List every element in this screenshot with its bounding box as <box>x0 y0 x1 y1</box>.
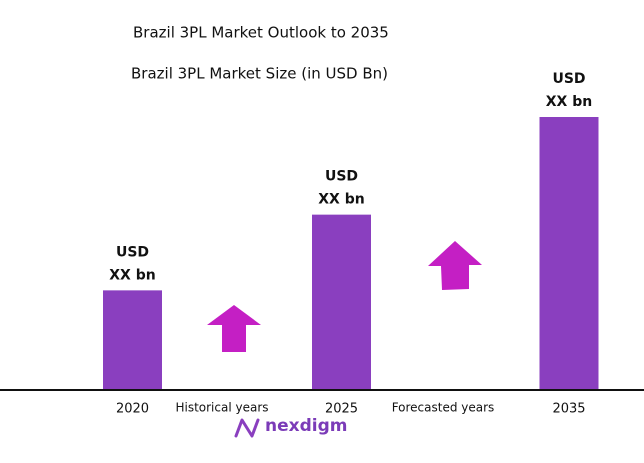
bar <box>539 117 599 389</box>
bar-label: XX bn <box>318 192 364 208</box>
bar-label: XX bn <box>546 94 592 110</box>
chart-subtitle: Brazil 3PL Market Size (in USD Bn) <box>131 65 388 83</box>
logo-icon <box>234 418 260 438</box>
growth-arrow <box>428 241 482 290</box>
bar-label: XX bn <box>109 267 155 283</box>
annotation: Forecasted years <box>392 401 495 415</box>
bar-label: USD <box>325 169 358 185</box>
bar-label: USD <box>116 244 149 260</box>
annotation: Historical years <box>175 401 268 415</box>
x-tick-label: 2020 <box>116 402 149 417</box>
chart-title: Brazil 3PL Market Outlook to 2035 <box>133 24 389 42</box>
x-tick-label: 2035 <box>552 402 585 417</box>
growth-arrow <box>207 305 261 352</box>
bar <box>312 214 371 389</box>
bar-label: USD <box>552 71 585 87</box>
bar <box>103 290 162 389</box>
logo: nexdigm <box>265 416 347 436</box>
x-tick-label: 2025 <box>325 402 358 417</box>
